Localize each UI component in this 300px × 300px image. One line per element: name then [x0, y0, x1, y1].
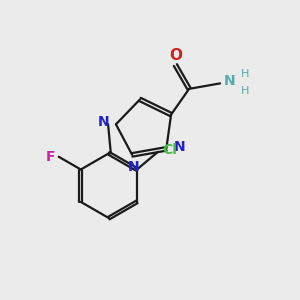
- Text: H: H: [240, 69, 249, 79]
- Text: N: N: [128, 160, 139, 174]
- Text: Cl: Cl: [162, 143, 177, 157]
- Text: N: N: [174, 140, 186, 154]
- Text: F: F: [46, 150, 56, 164]
- Text: N: N: [224, 74, 236, 88]
- Text: N: N: [98, 115, 109, 129]
- Text: H: H: [240, 86, 249, 96]
- Text: O: O: [169, 48, 182, 63]
